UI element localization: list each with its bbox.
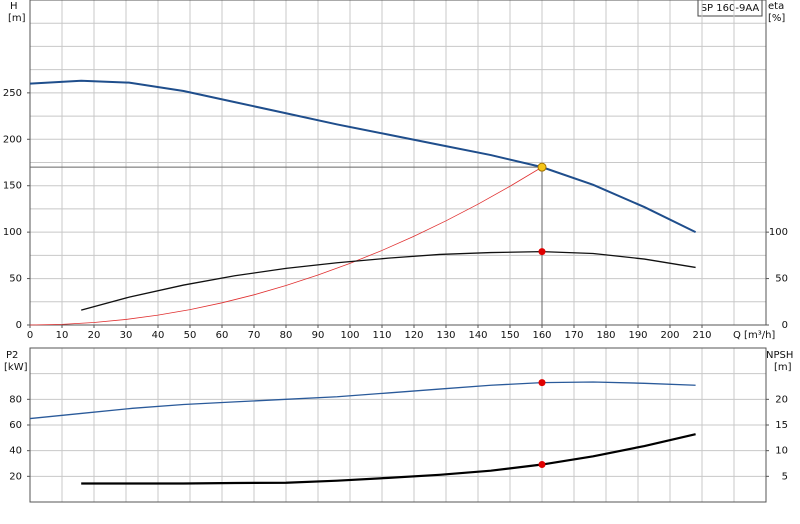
y-tick-label: 80 [9,394,22,405]
y2-axis-label: NPSH [766,350,793,361]
x-tick-label: 160 [532,330,551,341]
x-tick-label: 150 [500,330,519,341]
x-tick-label: 140 [468,330,487,341]
curve [29,381,696,420]
y-tick-label: 50 [9,274,22,285]
y-tick-label: 250 [3,88,22,99]
x-tick-label: 90 [312,330,325,341]
plot-frame [29,0,767,326]
model-label: SP 160-9AA [701,3,760,14]
y-axis-unit: [kW] [4,362,28,373]
y-axis-label: H [10,1,18,12]
x-tick-label: 170 [564,330,583,341]
y2-axis-unit: [m] [774,362,792,373]
y-tick-label: 0 [16,320,22,331]
x-tick-label: 110 [372,330,391,341]
x-tick-label: 80 [280,330,293,341]
curve [29,79,697,234]
x-tick-label: 40 [152,330,165,341]
x-tick-label: 60 [216,330,229,341]
point-marker [538,248,546,256]
x-tick-label: 30 [120,330,133,341]
y-tick-label: 150 [3,181,22,192]
y2-tick-label: 10 [775,446,788,457]
x-tick-label: 70 [248,330,261,341]
curve [29,166,543,326]
operating-point [537,162,547,172]
y2-axis-label: eta [768,1,784,12]
point-marker [538,461,546,469]
x-tick-label: 190 [628,330,647,341]
x-tick-label: 0 [27,330,33,341]
y-tick-label: 200 [3,134,22,145]
y2-tick-label: 50 [775,274,788,285]
y2-tick-label: 20 [775,394,788,405]
x-tick-label: 50 [184,330,197,341]
x-tick-label: 210 [692,330,711,341]
x-tick-label: 100 [340,330,359,341]
y-tick-label: 100 [3,227,22,238]
y-tick-label: 40 [9,446,22,457]
y2-tick-label: 15 [775,420,788,431]
y2-tick-label: 0 [782,320,788,331]
x-axis-label: Q [m³/h] [733,330,775,341]
y2-tick-label: 5 [782,471,788,482]
point-marker [538,379,546,387]
x-tick-label: 200 [660,330,679,341]
curve [81,433,696,485]
curve [81,250,696,311]
y2-axis-unit: [%] [768,13,785,24]
x-tick-label: 10 [56,330,69,341]
x-tick-label: 120 [404,330,423,341]
y-axis-label: P2 [6,350,18,361]
x-tick-label: 130 [436,330,455,341]
y2-tick-label: 100 [769,227,788,238]
y-tick-label: 20 [9,471,22,482]
x-tick-label: 20 [88,330,101,341]
y-axis-unit: [m] [8,13,26,24]
model-box [697,0,763,17]
x-tick-label: 180 [596,330,615,341]
y-tick-label: 60 [9,420,22,431]
